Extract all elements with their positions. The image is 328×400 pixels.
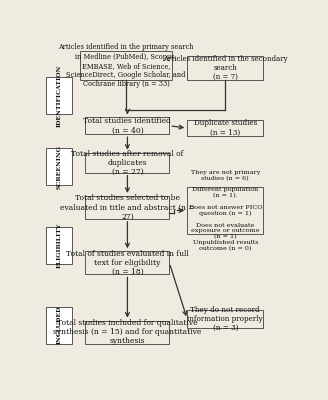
- FancyBboxPatch shape: [46, 77, 72, 114]
- FancyBboxPatch shape: [86, 117, 169, 134]
- FancyBboxPatch shape: [46, 227, 72, 264]
- Text: Duplicate studies
(n = 13): Duplicate studies (n = 13): [194, 120, 257, 137]
- Text: Articles identified in the secondary
search
(n = 7): Articles identified in the secondary sea…: [163, 55, 288, 81]
- FancyBboxPatch shape: [86, 251, 169, 274]
- Text: They do not record
information properly
(n = 3): They do not record information properly …: [187, 306, 263, 332]
- Text: Total studies selected to be
evaluated in title and abstract (n =
27): Total studies selected to be evaluated i…: [60, 194, 195, 220]
- Text: Total of studies evaluated in full
text for eligibility
(n = 18): Total of studies evaluated in full text …: [66, 250, 189, 276]
- Text: Total studies identified
(n = 40): Total studies identified (n = 40): [84, 117, 171, 134]
- Text: Total studies after removal of
duplicates
(n = 27): Total studies after removal of duplicate…: [71, 150, 184, 176]
- Text: They are not primary
studies (n = 6)

Different population
(n = 1).

Does not an: They are not primary studies (n = 6) Dif…: [189, 170, 262, 251]
- FancyBboxPatch shape: [86, 196, 169, 219]
- Text: IDENTIFICATION: IDENTIFICATION: [56, 65, 61, 127]
- Text: INCLUDED: INCLUDED: [56, 306, 61, 344]
- FancyBboxPatch shape: [86, 153, 169, 173]
- FancyBboxPatch shape: [187, 310, 263, 328]
- FancyBboxPatch shape: [46, 307, 72, 344]
- FancyBboxPatch shape: [80, 51, 172, 80]
- FancyBboxPatch shape: [46, 148, 72, 185]
- Text: SCREENING: SCREENING: [56, 144, 61, 188]
- FancyBboxPatch shape: [86, 320, 169, 344]
- FancyBboxPatch shape: [187, 186, 263, 234]
- FancyBboxPatch shape: [187, 120, 263, 136]
- Text: Total studies included for qualitative
synthesis (n = 15) and for quantitative
s: Total studies included for qualitative s…: [53, 319, 202, 345]
- Text: Articles identified in the primary search
in Medline (PubMed), Scopus,
EMBASE, W: Articles identified in the primary searc…: [58, 43, 194, 88]
- FancyBboxPatch shape: [187, 56, 263, 80]
- Text: ELIGIBILITY: ELIGIBILITY: [56, 222, 61, 268]
